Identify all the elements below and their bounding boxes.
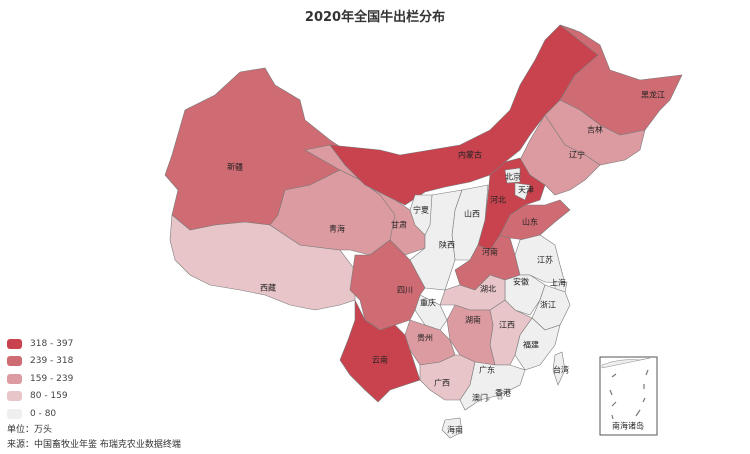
province-label: 海南 <box>447 425 463 435</box>
legend-swatch <box>7 391 22 402</box>
province-region[interactable] <box>339 299 421 403</box>
legend-item[interactable]: 0 - 80 <box>7 405 73 423</box>
province-label: 河北 <box>490 195 506 205</box>
province-label: 江苏 <box>537 255 553 265</box>
legend-item[interactable]: 159 - 239 <box>7 370 73 388</box>
province-label: 吉林 <box>587 125 603 135</box>
province-label: 山西 <box>464 209 480 219</box>
province-label: 澳门 <box>472 393 488 403</box>
province-label: 青海 <box>329 224 345 234</box>
province-label: 甘肃 <box>391 220 407 230</box>
province-label: 安徽 <box>513 277 529 287</box>
province-label: 黑龙江 <box>641 90 665 100</box>
legend-swatch <box>7 356 22 367</box>
province-label: 天津 <box>518 185 534 195</box>
province-label: 新疆 <box>227 162 243 172</box>
province-label: 贵州 <box>417 333 433 343</box>
province-label: 江西 <box>499 321 515 330</box>
province-label: 重庆 <box>420 298 436 308</box>
legend-label: 159 - 239 <box>30 373 74 384</box>
province-region[interactable] <box>559 24 683 136</box>
source-note: 来源：中国畜牧业年鉴 布瑞克农业数据终端 <box>7 440 181 450</box>
province-region[interactable] <box>409 194 433 236</box>
province-label: 湖北 <box>480 285 496 294</box>
legend-item[interactable]: 239 - 318 <box>7 353 73 371</box>
legend-swatch <box>7 373 22 384</box>
legend-label: 0 - 80 <box>30 408 57 419</box>
province-region[interactable] <box>486 397 490 401</box>
province-label: 辽宁 <box>569 150 585 160</box>
province-label: 广东 <box>479 365 495 375</box>
province-label: 四川 <box>397 286 413 295</box>
legend-label: 318 - 397 <box>30 338 74 349</box>
province-label: 西藏 <box>260 283 276 293</box>
province-label: 宁夏 <box>413 205 429 215</box>
province-region[interactable] <box>514 182 531 201</box>
south-china-sea-inset: 南海诸岛 <box>599 356 658 436</box>
province-label: 台湾 <box>553 365 569 375</box>
province-label: 内蒙古 <box>458 150 482 160</box>
province-label: 陕西 <box>439 240 455 250</box>
inset-label: 南海诸岛 <box>612 421 644 431</box>
province-label: 山东 <box>522 217 538 227</box>
legend-label: 239 - 318 <box>30 356 74 367</box>
province-region[interactable] <box>349 239 426 331</box>
unit-note: 单位：万头 <box>7 425 53 435</box>
province-region[interactable] <box>441 417 463 439</box>
province-label: 云南 <box>372 355 388 365</box>
province-region[interactable] <box>269 169 396 256</box>
province-label: 上海 <box>550 278 566 288</box>
province-label: 广西 <box>434 378 450 388</box>
province-label: 北京 <box>505 172 521 182</box>
legend-label: 80 - 159 <box>30 391 68 402</box>
legend: 318 - 397 239 - 318 159 - 239 80 - 159 0 - 8… <box>7 335 73 423</box>
province-region[interactable] <box>552 351 566 386</box>
legend-swatch <box>7 408 22 419</box>
province-region[interactable] <box>504 167 521 184</box>
province-region[interactable] <box>497 395 503 400</box>
province-label: 香港 <box>495 388 511 398</box>
chart-title: 2020年全国牛出栏分布 <box>304 10 446 25</box>
legend-item[interactable]: 80 - 159 <box>7 388 73 406</box>
province-label: 福建 <box>523 340 539 350</box>
legend-item[interactable]: 318 - 397 <box>7 335 73 353</box>
legend-swatch <box>7 338 22 349</box>
province-region[interactable] <box>459 361 526 411</box>
province-label: 浙江 <box>540 300 556 310</box>
province-label: 湖南 <box>465 315 481 325</box>
province-label: 河南 <box>482 247 498 257</box>
province-region[interactable] <box>439 274 506 311</box>
province-region[interactable] <box>169 214 356 311</box>
